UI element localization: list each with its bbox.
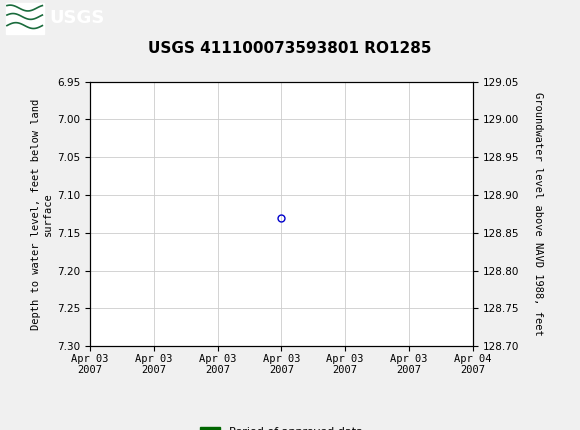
Legend: Period of approved data: Period of approved data <box>195 422 367 430</box>
Y-axis label: Groundwater level above NAVD 1988, feet: Groundwater level above NAVD 1988, feet <box>533 92 543 336</box>
Text: USGS 411100073593801 RO1285: USGS 411100073593801 RO1285 <box>148 41 432 56</box>
Text: USGS: USGS <box>49 9 104 27</box>
FancyBboxPatch shape <box>6 3 44 34</box>
Y-axis label: Depth to water level, feet below land
surface: Depth to water level, feet below land su… <box>31 98 53 329</box>
